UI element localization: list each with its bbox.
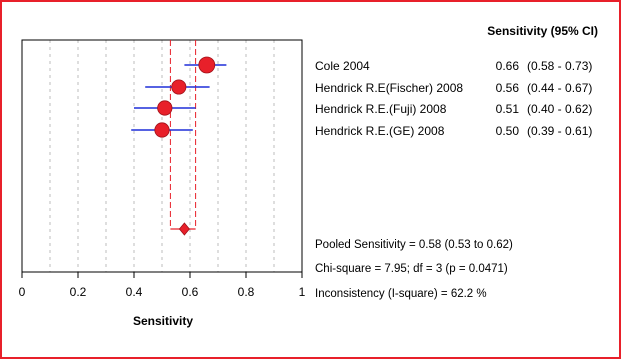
study-estimate-value: 0.50 (496, 124, 520, 138)
grid-layer (49, 40, 303, 272)
chi-square-text: Chi-square = 7.95; df = 3 (p = 0.0471) (315, 263, 508, 275)
study-markers (131, 56, 227, 138)
x-tick-label: 0.4 (126, 285, 143, 299)
x-axis-label: Sensitivity (133, 314, 193, 328)
study-name: Hendrick R.E.(GE) 2008 (315, 124, 445, 138)
pooled-diamond (178, 222, 190, 236)
study-estimate-value: 0.66 (496, 59, 520, 73)
column-header: Sensitivity (95% CI) (487, 24, 598, 38)
study-table: Cole 2004 0.66 (0.58 - 0.73) Hendrick R.E(F… (315, 59, 592, 138)
study-ci-value: (0.58 - 0.73) (527, 59, 592, 73)
x-tick-label: 1 (299, 285, 306, 299)
study-estimate-value: 0.56 (496, 81, 520, 95)
study-estimate-value: 0.51 (496, 102, 520, 116)
study-ci-value: (0.40 - 0.62) (527, 102, 592, 116)
study-estimate-marker (157, 100, 173, 116)
x-tick-label: 0.2 (70, 285, 87, 299)
x-tick-label: 0.8 (238, 285, 255, 299)
x-tick-label: 0.6 (182, 285, 199, 299)
pooled-estimate (169, 40, 197, 236)
study-name: Hendrick R.E(Fischer) 2008 (315, 81, 463, 95)
inconsistency-text: Inconsistency (I-square) = 62.2 % (315, 288, 487, 300)
study-ci-value: (0.39 - 0.61) (527, 124, 592, 138)
study-estimate-marker (198, 56, 216, 74)
study-estimate-marker (171, 79, 187, 95)
x-axis: 0 0.2 0.4 0.6 0.8 1 (19, 271, 306, 299)
study-estimate-marker (154, 122, 170, 138)
pooled-sensitivity-text: Pooled Sensitivity = 0.58 (0.53 to 0.62) (315, 239, 513, 251)
x-tick-label: 0 (19, 285, 26, 299)
study-ci-value: (0.44 - 0.67) (527, 81, 592, 95)
study-name: Hendrick R.E.(Fuji) 2008 (315, 102, 447, 116)
study-name: Cole 2004 (315, 59, 370, 73)
